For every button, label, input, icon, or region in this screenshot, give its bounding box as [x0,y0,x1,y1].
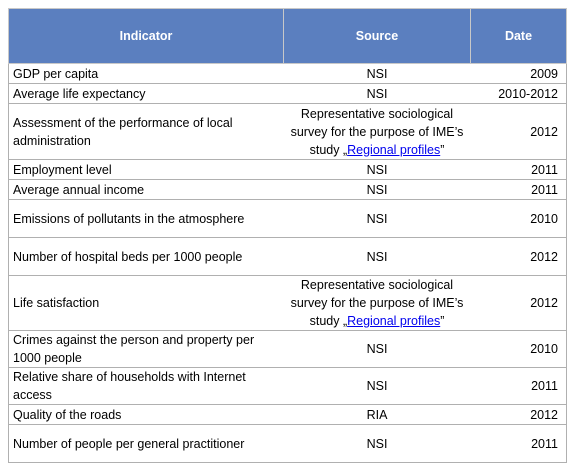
source-cell: NSI [283,83,471,104]
indicator-cell: Average annual income [8,179,284,200]
table-row: Life satisfaction Representative sociolog… [8,275,567,331]
date-cell: 2010 [470,330,567,368]
table-body: GDP per capita NSI 2009 Average life expect… [8,63,567,463]
indicator-cell: Assessment of the performance of local a… [8,103,284,160]
date-cell: 2010-2012 [470,83,567,104]
date-cell: 2010 [470,199,567,238]
source-cell: NSI [283,424,471,463]
source-cell: Representative sociological survey for t… [283,103,471,160]
source-cell: NSI [283,63,471,84]
table-row: Relative share of households with Intern… [8,367,567,405]
date-cell: 2009 [470,63,567,84]
source-text: Representative sociological survey for t… [290,106,464,157]
source-cell: NSI [283,179,471,200]
source-link[interactable]: Regional profiles [347,142,441,157]
table-row: Number of hospital beds per 1000 people N… [8,237,567,276]
indicator-cell: Emissions of pollutants in the atmospher… [8,199,284,238]
source-cell: NSI [283,367,471,405]
table-row: Assessment of the performance of local a… [8,103,567,160]
header-row: Indicator Source Date [8,8,567,64]
table-row: Employment level NSI 2011 [8,159,567,180]
source-text-end: ” [440,314,445,328]
source-cell: NSI [283,159,471,180]
indicator-cell: Crimes against the person and property p… [8,330,284,368]
source-cell: RIA [283,404,471,425]
indicator-cell: Employment level [8,159,284,180]
indicator-table: Indicator Source Date GDP per capita NSI 200… [8,8,567,463]
date-cell: 2012 [470,237,567,276]
table-row: GDP per capita NSI 2009 [8,63,567,84]
date-cell: 2012 [470,275,567,331]
indicator-cell: Number of people per general practitione… [8,424,284,463]
table-row: Number of people per general practitione… [8,424,567,463]
table-header: Indicator Source Date [8,8,567,64]
source-text: Representative sociological survey for t… [290,278,464,328]
header-cell: Indicator [8,8,284,64]
header-cell: Date [470,8,567,64]
date-cell: 2011 [470,179,567,200]
source-cell: Representative sociological survey for t… [283,275,471,331]
indicator-cell: GDP per capita [8,63,284,84]
table-row: Crimes against the person and property p… [8,330,567,368]
date-cell: 2011 [470,367,567,405]
indicator-cell: Number of hospital beds per 1000 people [8,237,284,276]
indicator-cell: Quality of the roads [8,404,284,425]
date-cell: 2012 [470,103,567,160]
date-cell: 2011 [470,159,567,180]
indicator-cell: Relative share of households with Intern… [8,367,284,405]
source-text-end: ” [440,142,445,157]
table-row: Emissions of pollutants in the atmospher… [8,199,567,238]
header-cell: Source [283,8,471,64]
table-row: Quality of the roads RIA 2012 [8,404,567,425]
source-cell: NSI [283,199,471,238]
indicator-cell: Life satisfaction [8,275,284,331]
date-cell: 2011 [470,424,567,463]
source-link[interactable]: Regional profiles [347,314,441,328]
table-row: Average annual income NSI 2011 [8,179,567,200]
table-row: Average life expectancy NSI 2010-2012 [8,83,567,104]
indicator-cell: Average life expectancy [8,83,284,104]
date-cell: 2012 [470,404,567,425]
source-cell: NSI [283,330,471,368]
source-cell: NSI [283,237,471,276]
